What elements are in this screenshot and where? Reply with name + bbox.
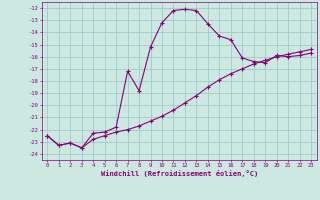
- X-axis label: Windchill (Refroidissement éolien,°C): Windchill (Refroidissement éolien,°C): [100, 170, 258, 177]
